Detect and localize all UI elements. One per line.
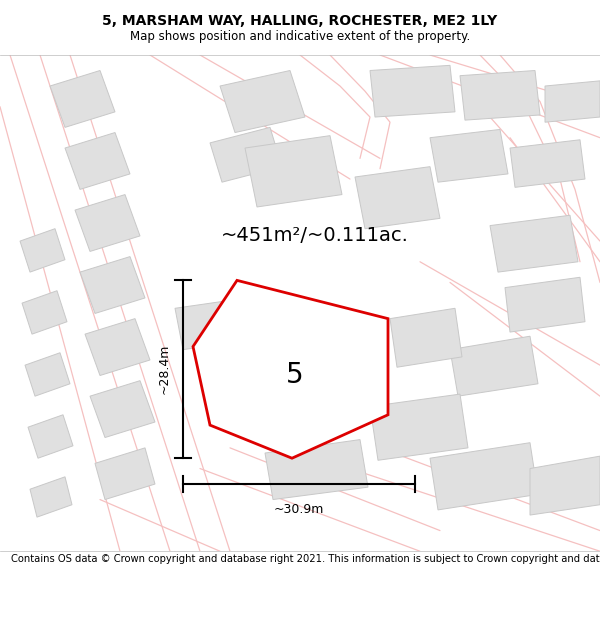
Text: Contains OS data © Crown copyright and database right 2021. This information is : Contains OS data © Crown copyright and d… — [11, 554, 600, 564]
Polygon shape — [25, 352, 70, 396]
Text: ~451m²/~0.111ac.: ~451m²/~0.111ac. — [221, 226, 409, 246]
Polygon shape — [430, 442, 538, 510]
Text: 5: 5 — [286, 361, 304, 389]
Text: Map shows position and indicative extent of the property.: Map shows position and indicative extent… — [130, 30, 470, 43]
Polygon shape — [245, 136, 342, 207]
Text: 5, MARSHAM WAY, HALLING, ROCHESTER, ME2 1LY: 5, MARSHAM WAY, HALLING, ROCHESTER, ME2 … — [103, 14, 497, 28]
Polygon shape — [430, 129, 508, 182]
Polygon shape — [193, 281, 388, 458]
Polygon shape — [450, 336, 538, 396]
Polygon shape — [30, 477, 72, 517]
Polygon shape — [22, 291, 67, 334]
Polygon shape — [75, 194, 140, 251]
Polygon shape — [510, 140, 585, 188]
Polygon shape — [20, 229, 65, 272]
Polygon shape — [390, 308, 462, 368]
Polygon shape — [65, 132, 130, 189]
Polygon shape — [175, 301, 233, 349]
Polygon shape — [85, 319, 150, 376]
Polygon shape — [28, 415, 73, 458]
Text: ~28.4m: ~28.4m — [158, 344, 171, 394]
Polygon shape — [545, 81, 600, 122]
Polygon shape — [220, 71, 305, 132]
Polygon shape — [370, 66, 455, 117]
Polygon shape — [80, 257, 145, 314]
Polygon shape — [460, 71, 540, 120]
Text: ~30.9m: ~30.9m — [274, 503, 324, 516]
Polygon shape — [50, 71, 115, 128]
Polygon shape — [90, 381, 155, 438]
Polygon shape — [530, 456, 600, 515]
Polygon shape — [370, 394, 468, 460]
Polygon shape — [95, 448, 155, 499]
Polygon shape — [355, 167, 440, 229]
Polygon shape — [490, 215, 578, 272]
Polygon shape — [210, 127, 282, 182]
Polygon shape — [265, 439, 368, 499]
Polygon shape — [505, 278, 585, 332]
